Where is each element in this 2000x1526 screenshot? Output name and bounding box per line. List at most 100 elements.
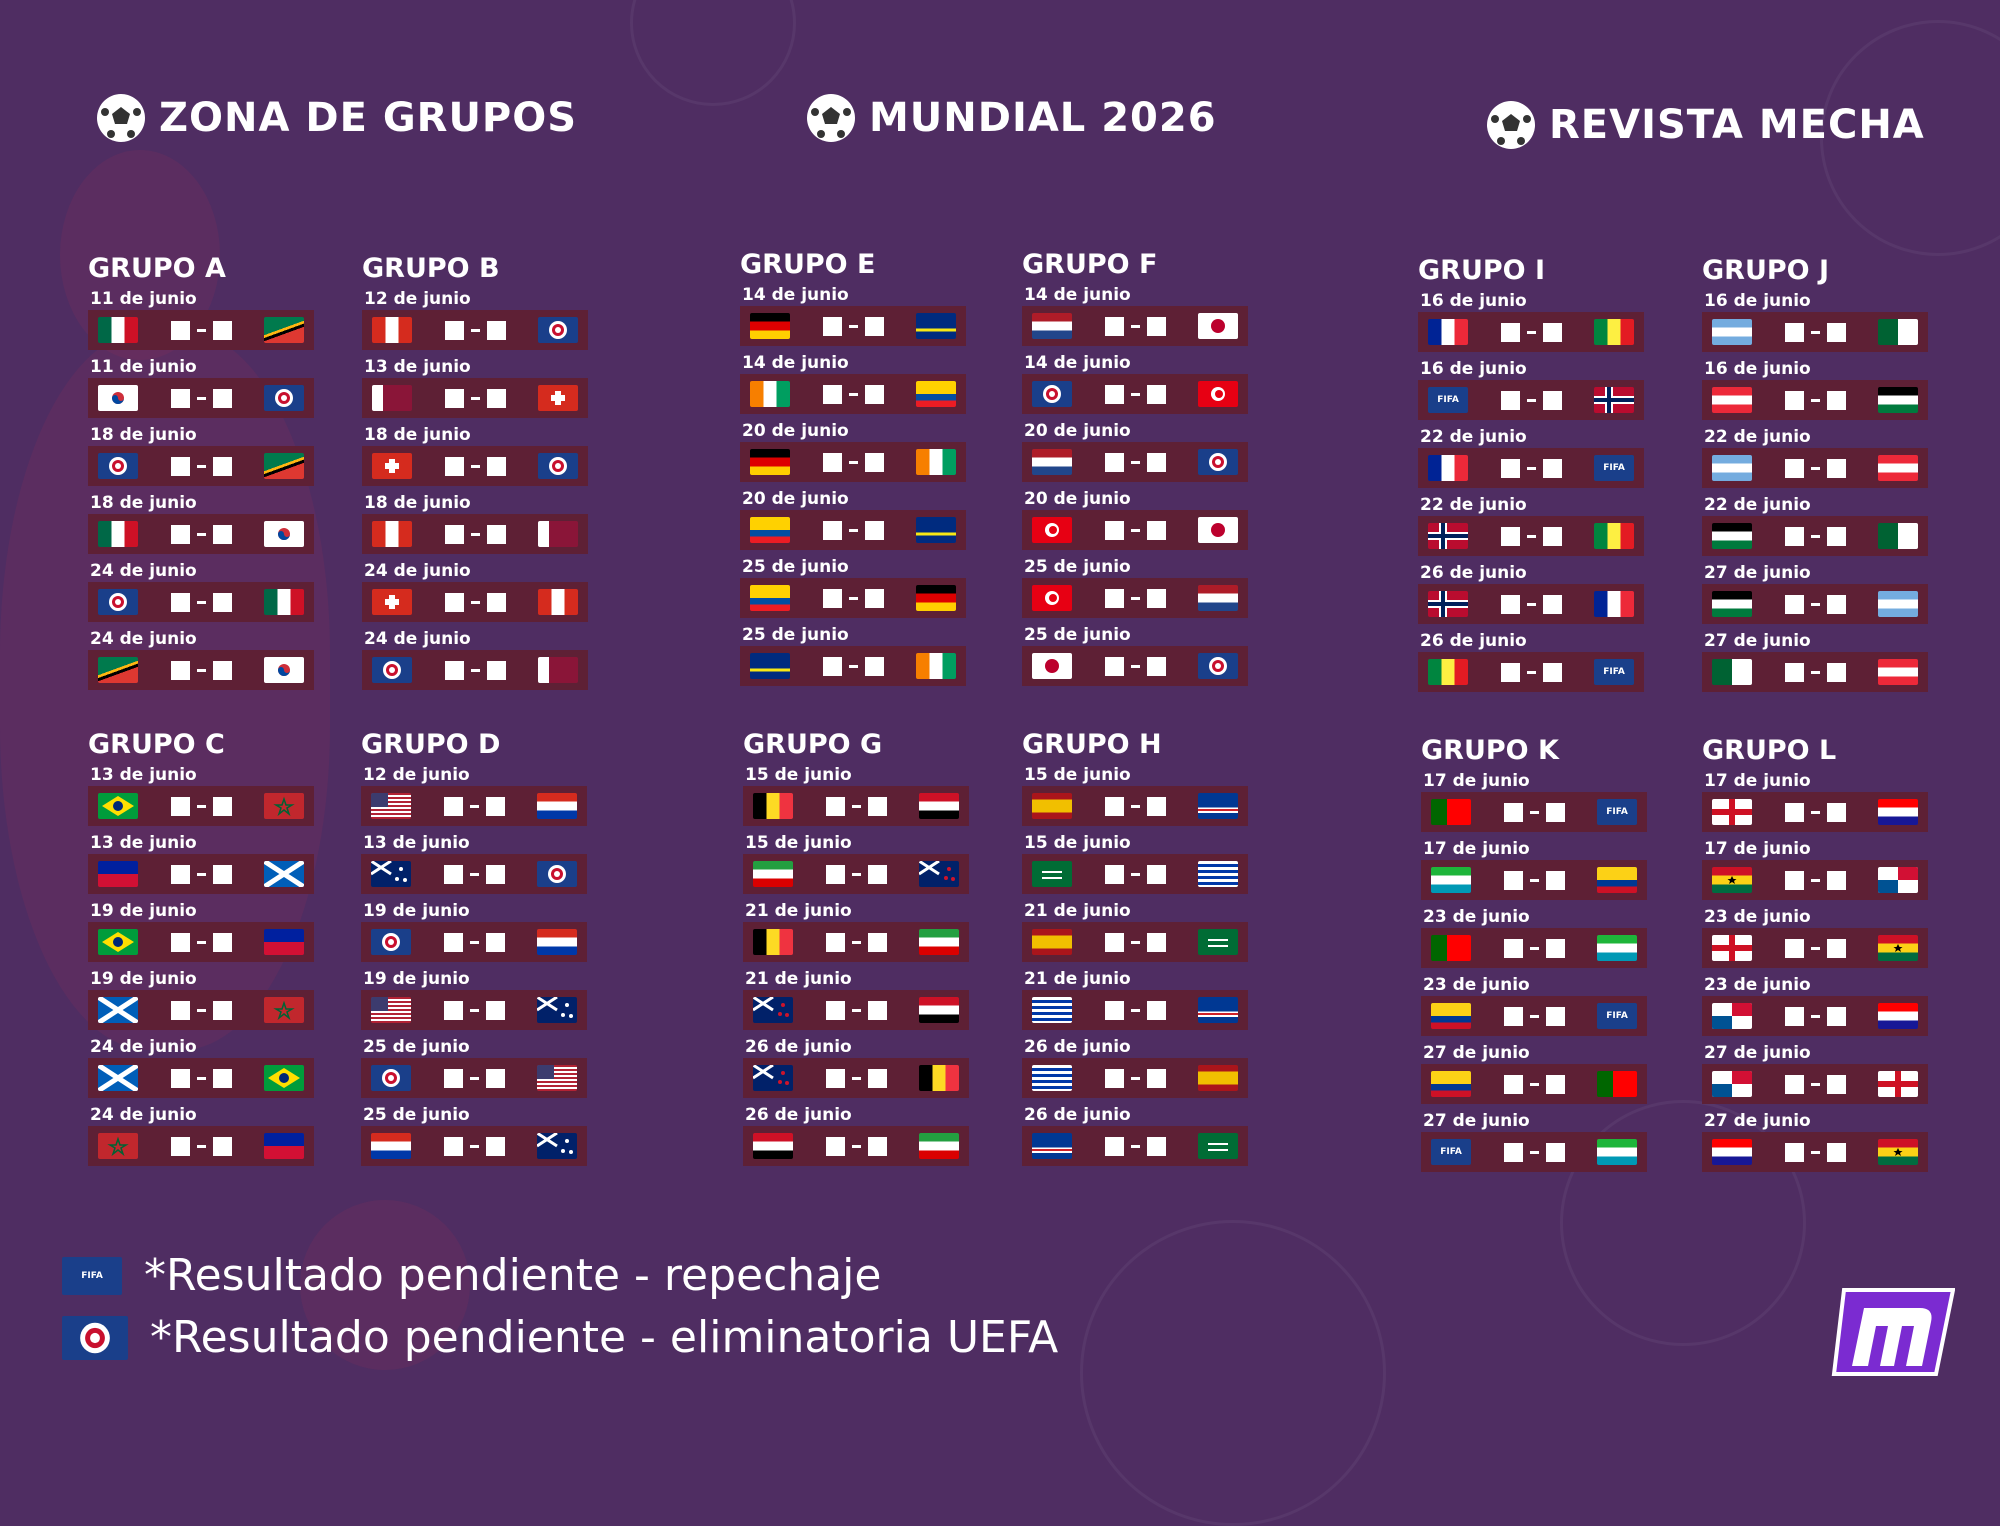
away-score-box[interactable] [212,864,232,884]
home-score-box[interactable] [825,1068,845,1088]
away-score-box[interactable] [212,592,232,612]
home-score-box[interactable] [170,796,190,816]
away-score-box[interactable] [1826,662,1846,682]
home-score-box[interactable] [1503,870,1523,890]
home-score-box[interactable] [825,864,845,884]
away-score-box[interactable] [867,864,887,884]
away-score-box[interactable] [486,388,506,408]
home-score-box[interactable] [1503,1142,1523,1162]
home-score-box[interactable] [170,1000,190,1020]
home-score-box[interactable] [1104,656,1124,676]
home-score-box[interactable] [822,656,842,676]
home-score-box[interactable] [170,456,190,476]
away-score-box[interactable] [864,520,884,540]
home-score-box[interactable] [443,1136,463,1156]
home-score-box[interactable] [444,388,464,408]
away-score-box[interactable] [1146,796,1166,816]
home-score-box[interactable] [170,388,190,408]
home-score-box[interactable] [444,660,464,680]
away-score-box[interactable] [486,524,506,544]
home-score-box[interactable] [1104,452,1124,472]
away-score-box[interactable] [1545,1074,1565,1094]
away-score-box[interactable] [485,796,505,816]
home-score-box[interactable] [170,524,190,544]
away-score-box[interactable] [1826,938,1846,958]
home-score-box[interactable] [1503,802,1523,822]
home-score-box[interactable] [170,864,190,884]
away-score-box[interactable] [1826,594,1846,614]
away-score-box[interactable] [212,320,232,340]
home-score-box[interactable] [1500,662,1520,682]
home-score-box[interactable] [1784,526,1804,546]
home-score-box[interactable] [1784,1142,1804,1162]
away-score-box[interactable] [486,456,506,476]
home-score-box[interactable] [1784,870,1804,890]
away-score-box[interactable] [212,1068,232,1088]
away-score-box[interactable] [864,588,884,608]
away-score-box[interactable] [485,932,505,952]
home-score-box[interactable] [1784,938,1804,958]
away-score-box[interactable] [212,932,232,952]
home-score-box[interactable] [825,1136,845,1156]
away-score-box[interactable] [212,388,232,408]
away-score-box[interactable] [1545,938,1565,958]
away-score-box[interactable] [485,864,505,884]
home-score-box[interactable] [1784,458,1804,478]
home-score-box[interactable] [1104,520,1124,540]
away-score-box[interactable] [867,1000,887,1020]
home-score-box[interactable] [1104,384,1124,404]
away-score-box[interactable] [486,592,506,612]
home-score-box[interactable] [825,796,845,816]
home-score-box[interactable] [443,1068,463,1088]
home-score-box[interactable] [1500,458,1520,478]
home-score-box[interactable] [444,524,464,544]
home-score-box[interactable] [1104,316,1124,336]
home-score-box[interactable] [443,864,463,884]
home-score-box[interactable] [1784,662,1804,682]
away-score-box[interactable] [1826,870,1846,890]
home-score-box[interactable] [822,384,842,404]
home-score-box[interactable] [170,320,190,340]
home-score-box[interactable] [1784,1074,1804,1094]
away-score-box[interactable] [1826,1142,1846,1162]
away-score-box[interactable] [864,656,884,676]
away-score-box[interactable] [1146,864,1166,884]
away-score-box[interactable] [867,796,887,816]
away-score-box[interactable] [1545,802,1565,822]
home-score-box[interactable] [1500,322,1520,342]
home-score-box[interactable] [1503,1006,1523,1026]
home-score-box[interactable] [444,456,464,476]
away-score-box[interactable] [1146,452,1166,472]
away-score-box[interactable] [867,1136,887,1156]
home-score-box[interactable] [825,932,845,952]
away-score-box[interactable] [1146,932,1166,952]
away-score-box[interactable] [867,1068,887,1088]
home-score-box[interactable] [1503,938,1523,958]
home-score-box[interactable] [443,932,463,952]
away-score-box[interactable] [212,524,232,544]
home-score-box[interactable] [170,932,190,952]
home-score-box[interactable] [1104,1136,1124,1156]
home-score-box[interactable] [444,320,464,340]
home-score-box[interactable] [1503,1074,1523,1094]
home-score-box[interactable] [822,452,842,472]
away-score-box[interactable] [486,320,506,340]
away-score-box[interactable] [864,384,884,404]
away-score-box[interactable] [1826,1074,1846,1094]
away-score-box[interactable] [212,660,232,680]
home-score-box[interactable] [1104,1068,1124,1088]
away-score-box[interactable] [1542,322,1562,342]
away-score-box[interactable] [212,1136,232,1156]
home-score-box[interactable] [1784,390,1804,410]
home-score-box[interactable] [444,592,464,612]
away-score-box[interactable] [1146,520,1166,540]
away-score-box[interactable] [1146,316,1166,336]
away-score-box[interactable] [867,932,887,952]
away-score-box[interactable] [1545,1006,1565,1026]
home-score-box[interactable] [1784,594,1804,614]
home-score-box[interactable] [1500,594,1520,614]
home-score-box[interactable] [822,520,842,540]
away-score-box[interactable] [1146,384,1166,404]
away-score-box[interactable] [1545,870,1565,890]
away-score-box[interactable] [485,1000,505,1020]
